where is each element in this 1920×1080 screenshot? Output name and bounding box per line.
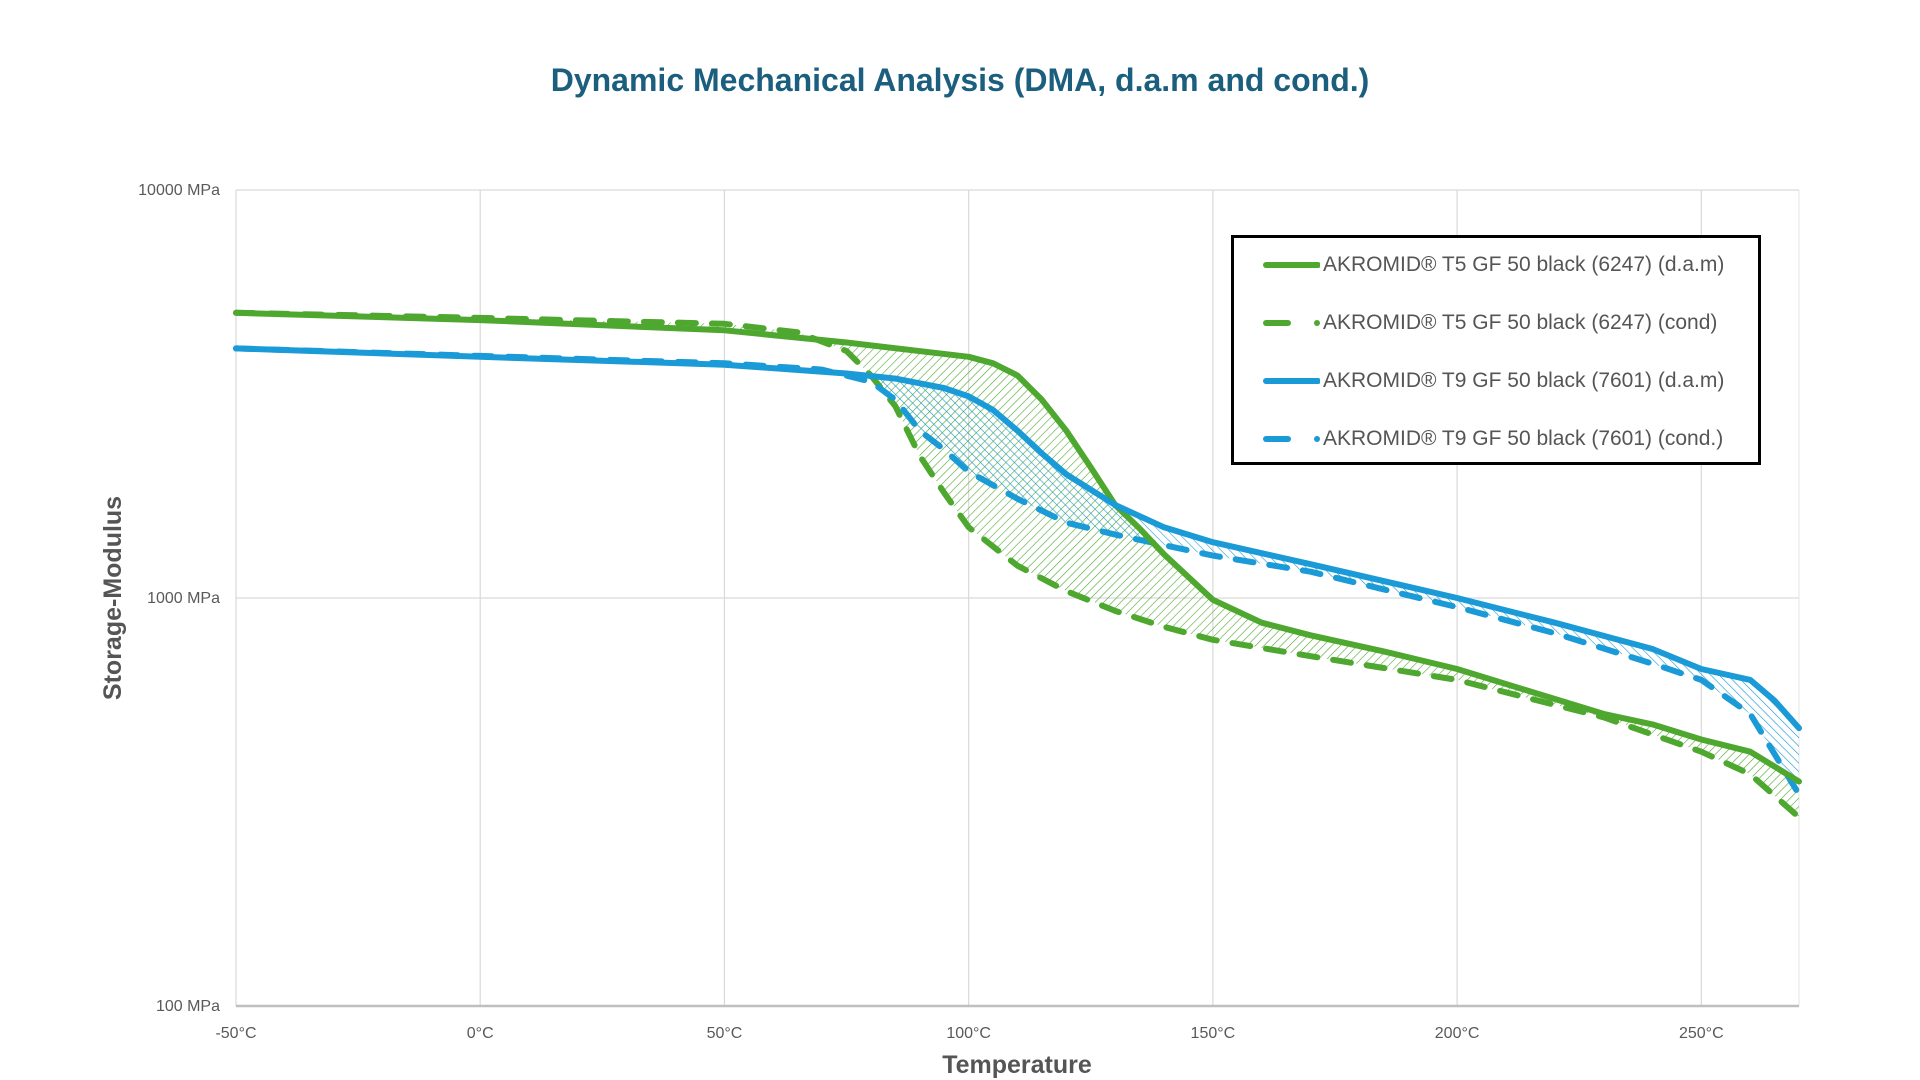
x-tick-label: -50°C — [215, 1025, 256, 1042]
y-tick-label: 100 MPa — [156, 998, 220, 1015]
x-tick-label: 250°C — [1679, 1025, 1724, 1042]
x-tick-label: 0°C — [467, 1025, 494, 1042]
x-tick-label: 150°C — [1191, 1025, 1236, 1042]
x-tick-label: 50°C — [707, 1025, 743, 1042]
x-tick-label: 100°C — [946, 1025, 991, 1042]
legend-label: AKROMID® T9 GF 50 black (7601) (d.a.m) — [1323, 369, 1725, 392]
chart-title: Dynamic Mechanical Analysis (DMA, d.a.m … — [550, 62, 1370, 98]
x-axis-label: Temperature — [942, 1051, 1092, 1079]
series-line-2 — [233, 345, 1802, 732]
legend-label: AKROMID® T5 GF 50 black (6247) (cond) — [1323, 311, 1718, 334]
legend-label: AKROMID® T5 GF 50 black (6247) (d.a.m) — [1323, 253, 1725, 276]
x-tick-label: 200°C — [1435, 1025, 1480, 1042]
legend-item: AKROMID® T5 GF 50 black (6247) (cond) — [1262, 308, 1717, 338]
hatch-area-t9 — [236, 348, 1799, 795]
y-tick-label: 10000 MPa — [138, 182, 220, 199]
legend: AKROMID® T5 GF 50 black (6247) (d.a.m) AK… — [1231, 235, 1761, 465]
legend-item: AKROMID® T9 GF 50 black (7601) (d.a.m) — [1262, 366, 1724, 396]
legend-item: AKROMID® T9 GF 50 black (7601) (cond.) — [1262, 424, 1723, 454]
legend-swatch — [1263, 378, 1320, 384]
y-tick-label: 1000 MPa — [147, 590, 220, 607]
series-line-0 — [233, 309, 1802, 785]
legend-swatch — [1263, 262, 1320, 268]
y-axis-label: Storage-Modulus — [99, 496, 127, 700]
legend-label: AKROMID® T9 GF 50 black (7601) (cond.) — [1323, 427, 1724, 450]
legend-item: AKROMID® T5 GF 50 black (6247) (d.a.m) — [1262, 250, 1724, 280]
legend-swatch — [1263, 436, 1320, 442]
legend-swatch — [1263, 320, 1320, 326]
